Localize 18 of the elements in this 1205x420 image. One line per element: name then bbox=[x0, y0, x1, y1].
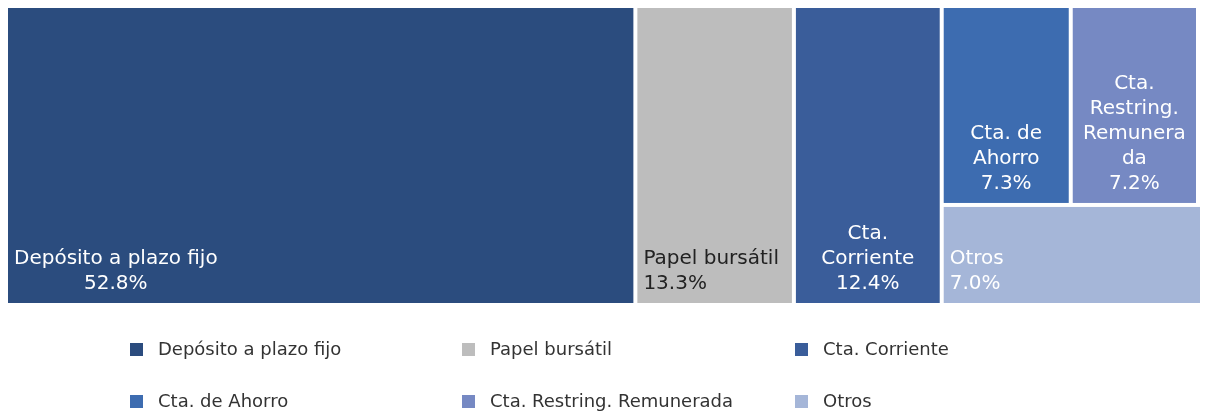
category-label: Depósito a plazo fijo bbox=[158, 338, 342, 359]
data-label: 52.8% bbox=[83, 270, 149, 295]
category-label: Cta. de Ahorro bbox=[970, 119, 1043, 169]
category-label: Cta. Restring. Remunerada bbox=[490, 390, 734, 411]
data-label: 7.0% bbox=[949, 269, 1002, 295]
category-label: Cta. Corriente bbox=[821, 220, 915, 269]
category-label: Otros bbox=[949, 244, 1004, 270]
category-label: Papel bursátil bbox=[490, 338, 613, 359]
category-label: Papel bursátil bbox=[643, 245, 779, 270]
data-label: 13.3% bbox=[643, 270, 708, 295]
category-label: Depósito a plazo fijo bbox=[14, 245, 218, 270]
category-label: Cta. de Ahorro bbox=[158, 390, 289, 411]
data-label: 7.3% bbox=[979, 169, 1033, 195]
category-label: Cta. Corriente bbox=[823, 338, 949, 359]
data-label: 7.2% bbox=[1107, 169, 1161, 195]
data-label: 12.4% bbox=[835, 270, 901, 295]
category-label: Cta. Restring. Remunerada bbox=[1082, 69, 1186, 169]
category-label: Otros bbox=[823, 390, 872, 411]
